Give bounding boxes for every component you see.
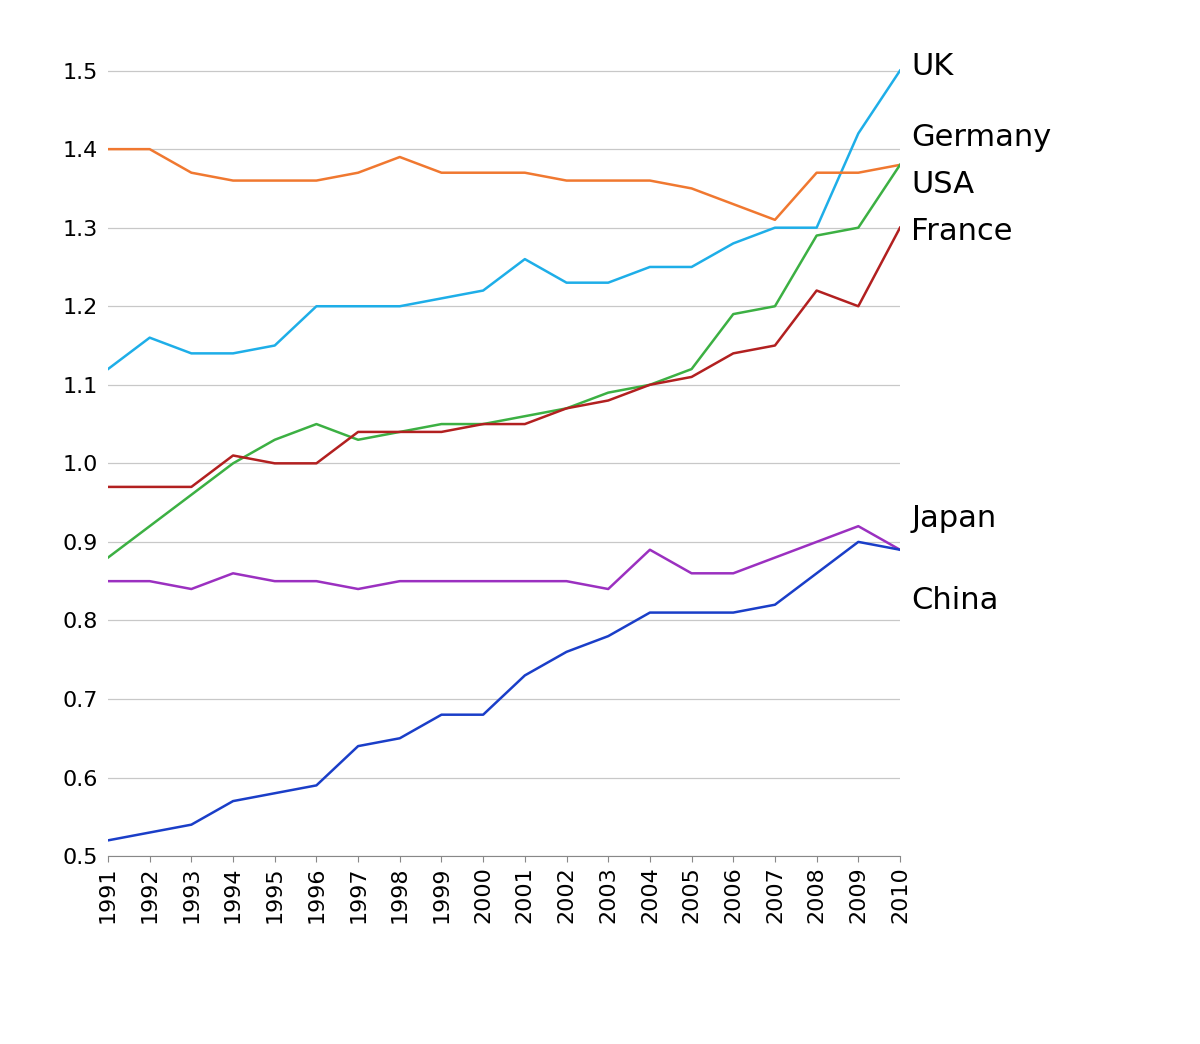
Text: China: China <box>911 587 998 615</box>
Text: France: France <box>911 217 1013 246</box>
Text: Germany: Germany <box>911 123 1051 151</box>
Text: Japan: Japan <box>911 504 996 532</box>
Text: USA: USA <box>911 170 974 199</box>
Text: UK: UK <box>911 52 953 81</box>
